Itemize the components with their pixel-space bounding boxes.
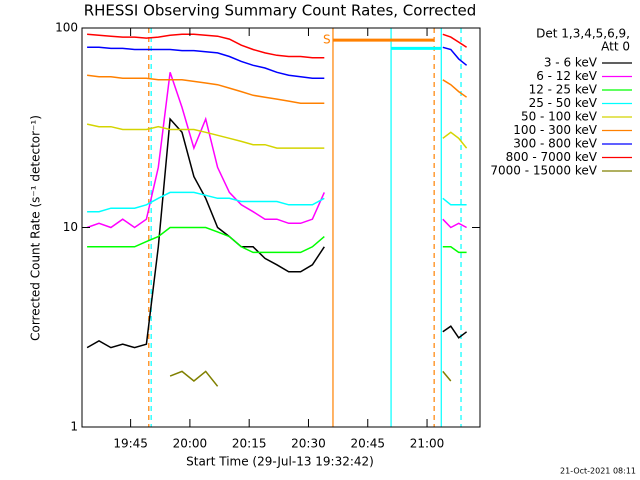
y-tick-label: 100 [55, 21, 78, 35]
flag-label: S [323, 33, 331, 47]
x-tick-label: 20:00 [173, 437, 208, 451]
legend-label: 6 - 12 keV [536, 69, 598, 83]
legend-label: 25 - 50 keV [529, 96, 598, 110]
y-axis-label: Corrected Count Rate (s⁻¹ detector⁻¹) [29, 115, 43, 341]
legend-label: 3 - 6 keV [544, 56, 598, 70]
series-line [86, 117, 468, 349]
series-line [86, 123, 468, 149]
legend-title: Att 0 [601, 40, 630, 54]
legend-title: Det 1,3,4,5,6,9, [536, 27, 630, 41]
series-line [87, 46, 468, 79]
x-tick-label: 21:00 [410, 437, 445, 451]
series-line [87, 226, 467, 254]
x-tick-label: 20:15 [232, 437, 267, 451]
y-tick-label: 10 [63, 220, 78, 234]
legend-label: 300 - 800 keV [513, 137, 597, 151]
x-tick-label: 19:45 [113, 437, 148, 451]
series-line [87, 33, 468, 59]
legend-label: 50 - 100 keV [521, 110, 598, 124]
series-line [87, 74, 468, 104]
legend-label: 7000 - 15000 keV [490, 164, 597, 178]
legend-label: 800 - 7000 keV [506, 150, 598, 164]
series-line [87, 191, 467, 213]
series-line [169, 370, 452, 387]
y-tick-label: 1 [70, 420, 78, 434]
legend-label: 100 - 300 keV [513, 123, 597, 137]
x-tick-label: 20:30 [291, 437, 326, 451]
footer: 21-Oct-2021 08:11 [560, 467, 636, 476]
x-tick-label: 20:45 [350, 437, 385, 451]
legend-label: 12 - 25 keV [529, 83, 598, 97]
series-line [86, 72, 467, 229]
chart-title: RHESSI Observing Summary Count Rates, Co… [84, 2, 477, 20]
x-axis-label: Start Time (29-Jul-13 19:32:42) [186, 455, 374, 469]
